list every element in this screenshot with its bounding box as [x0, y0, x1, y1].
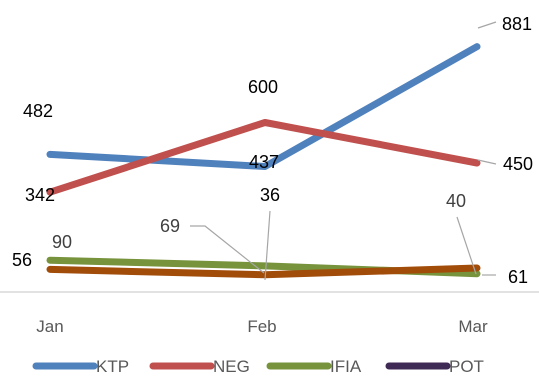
- leader-layer: [190, 21, 497, 281]
- legend-item-ktp: KTP: [32, 357, 129, 376]
- data-label: 90: [52, 232, 72, 252]
- data-label: 881: [502, 14, 532, 34]
- legend-item-neg: NEG: [149, 357, 250, 376]
- x-tick-label: Jan: [36, 317, 63, 336]
- leader-line: [456, 216, 477, 275]
- data-label: 69: [160, 216, 180, 236]
- series-line-ktp: [46, 43, 481, 171]
- leader-line: [477, 159, 497, 165]
- data-label: 56: [12, 250, 32, 270]
- data-label: 450: [503, 154, 533, 174]
- legend-label: POT: [449, 357, 484, 376]
- leader-line: [264, 210, 271, 281]
- x-tick-label: Feb: [247, 317, 276, 336]
- legend-label: KTP: [96, 357, 129, 376]
- data-label-layer: 482 437 881 342 600 450 90 69 40 56 36 61: [12, 14, 533, 287]
- leader-line: [190, 225, 265, 274]
- data-label: 600: [248, 77, 278, 97]
- legend-item-ifia: IFIA: [266, 357, 362, 376]
- data-label: 61: [508, 267, 528, 287]
- x-tick-layer: Jan Feb Mar: [36, 317, 488, 336]
- data-label: 342: [25, 185, 55, 205]
- series-line-neg: [46, 119, 481, 196]
- legend-label: NEG: [213, 357, 250, 376]
- data-label: 482: [23, 101, 53, 121]
- x-tick-label: Mar: [458, 317, 488, 336]
- data-label: 437: [249, 152, 279, 172]
- data-label: 36: [260, 185, 280, 205]
- data-label: 40: [446, 191, 466, 211]
- legend-label: IFIA: [330, 357, 362, 376]
- legend: KTP NEG IFIA POT: [32, 357, 484, 376]
- legend-item-pot: POT: [385, 357, 484, 376]
- leader-line: [477, 21, 497, 29]
